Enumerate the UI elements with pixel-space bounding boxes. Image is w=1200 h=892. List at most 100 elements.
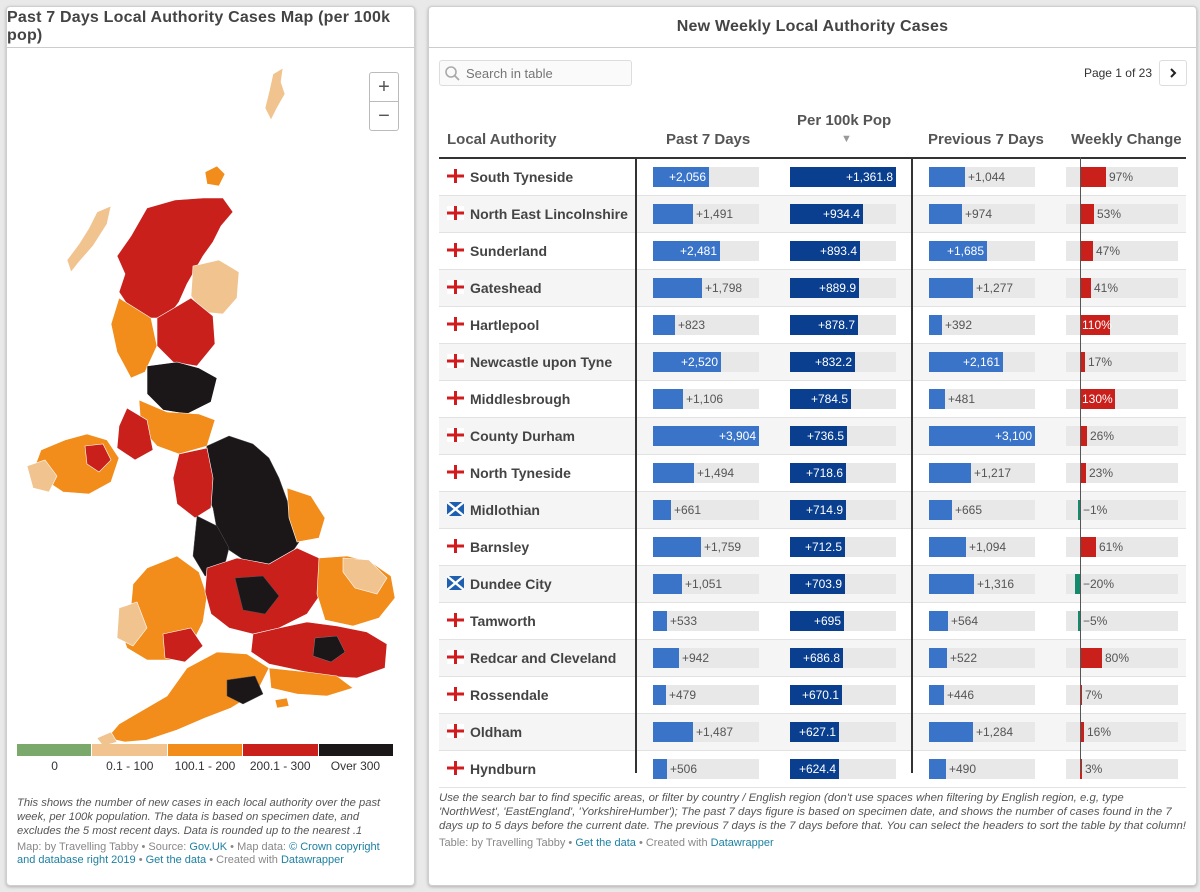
- local-authority-name: Middlesbrough: [470, 391, 571, 407]
- table-row: Middlesbrough +1,106 +784.5 +481 130%: [439, 381, 1186, 418]
- legend-swatch-3: [243, 744, 318, 756]
- next-page-button[interactable]: [1159, 60, 1187, 86]
- map-region-central-belt[interactable]: [146, 361, 218, 415]
- local-authority-name: Newcastle upon Tyne: [470, 354, 613, 370]
- per-100k: +712.5: [790, 537, 896, 557]
- map-region-east-yorkshire[interactable]: [286, 487, 326, 543]
- header-weekly-change[interactable]: Weekly Change: [1071, 131, 1182, 148]
- past-7-days-value: +3,904: [718, 429, 756, 443]
- england-flag-icon: [447, 317, 464, 331]
- local-authority-name: County Durham: [470, 428, 575, 444]
- map-region-highlands[interactable]: [116, 197, 234, 319]
- per-100k: +627.1: [790, 722, 896, 742]
- weekly-change: 61%: [1066, 537, 1178, 557]
- header-per-100k[interactable]: Per 100k Pop: [797, 112, 892, 129]
- map-region-wales-west[interactable]: [116, 601, 148, 647]
- past-7-days-value: +479: [669, 688, 697, 702]
- per-100k-value: +703.9: [804, 577, 842, 591]
- past-7-days: +3,904: [653, 426, 759, 446]
- header-past-7-days[interactable]: Past 7 Days: [666, 131, 751, 148]
- uk-cases-map[interactable]: + −: [7, 48, 414, 748]
- past-7-days-value: +533: [670, 614, 698, 628]
- per-100k: +889.9: [790, 278, 896, 298]
- weekly-change: 17%: [1066, 352, 1178, 372]
- past-7-days: +506: [653, 759, 759, 779]
- column-divider: [635, 157, 637, 773]
- map-region-midlands-mixed[interactable]: [234, 575, 280, 615]
- per-100k-bar: [790, 278, 859, 298]
- get-data-link[interactable]: Get the data: [575, 837, 636, 849]
- search-input[interactable]: [466, 65, 626, 81]
- weekly-change-track: [1066, 426, 1178, 446]
- map-region-western-isles[interactable]: [66, 205, 112, 273]
- zoom-out-button[interactable]: −: [369, 101, 399, 131]
- past-7-days-value: +2,481: [679, 244, 717, 258]
- previous-7-days-track: [929, 685, 1035, 705]
- weekly-change-value: 53%: [1097, 207, 1122, 221]
- weekly-change: −20%: [1066, 574, 1178, 594]
- map-description: This shows the number of new cases in ea…: [17, 797, 381, 837]
- weekly-change-bar: [1080, 463, 1086, 483]
- map-region-south-wales[interactable]: [162, 627, 204, 663]
- map-region-south-west[interactable]: [106, 651, 270, 743]
- header-local-authority[interactable]: Local Authority: [447, 131, 557, 148]
- past-7-days: +533: [653, 611, 759, 631]
- map-region-norfolk[interactable]: [342, 557, 388, 595]
- crown-copyright-link[interactable]: © Crown copyright and database right 201…: [17, 841, 380, 866]
- map-region-orkney[interactable]: [204, 165, 226, 187]
- weekly-change-track: [1066, 241, 1178, 261]
- local-authority-name: Barnsley: [470, 539, 530, 555]
- past-7-days-track: [653, 315, 759, 335]
- search-box[interactable]: [439, 60, 632, 86]
- past-7-days-value: +661: [674, 503, 702, 517]
- past-7-days-bar: [653, 426, 759, 446]
- table-row: Gateshead +1,798 +889.9 +1,277 41%: [439, 270, 1186, 307]
- map-region-isle-of-wight[interactable]: [274, 697, 290, 709]
- map-region-south-coast[interactable]: [268, 667, 354, 697]
- weekly-change: −5%: [1066, 611, 1178, 631]
- map-region-aberdeenshire[interactable]: [190, 259, 240, 315]
- map-region-cumbria[interactable]: [172, 447, 214, 519]
- map-region-ni-east[interactable]: [84, 443, 112, 473]
- previous-7-days-bar: [929, 685, 944, 705]
- previous-7-days-bar: [929, 278, 973, 298]
- legend-swatch-4: [318, 744, 394, 756]
- uk-map-graphic[interactable]: [7, 48, 414, 748]
- weekly-change-value: 41%: [1094, 281, 1119, 295]
- map-region-ni-west[interactable]: [26, 459, 58, 493]
- sort-desc-icon[interactable]: ▼: [841, 133, 852, 145]
- datawrapper-link[interactable]: Datawrapper: [280, 854, 344, 866]
- previous-7-days-track: [929, 759, 1035, 779]
- previous-7-days-value: +665: [955, 503, 983, 517]
- per-100k-value: +670.1: [801, 688, 839, 702]
- per-100k-value: +627.1: [798, 725, 836, 739]
- map-region-tayside[interactable]: [156, 297, 216, 367]
- zoom-in-button[interactable]: +: [369, 72, 399, 102]
- map-region-dumfries[interactable]: [116, 407, 154, 461]
- header-previous-7-days[interactable]: Previous 7 Days: [928, 131, 1044, 148]
- per-100k: +695: [790, 611, 896, 631]
- per-100k-value: +1,361.8: [845, 170, 893, 184]
- credit-text: Table: by Travelling Tabby •: [439, 837, 576, 849]
- map-region-dorset[interactable]: [226, 675, 264, 705]
- map-region-london[interactable]: [312, 635, 346, 663]
- previous-7-days: +665: [929, 500, 1035, 520]
- england-flag-icon: [447, 724, 464, 738]
- weekly-change: −1%: [1066, 500, 1178, 520]
- table-row: South Tyneside +2,056 +1,361.8 +1,044 97%: [439, 159, 1186, 196]
- previous-7-days-bar: [929, 389, 945, 409]
- source-link[interactable]: Gov.UK: [189, 841, 228, 853]
- local-authority-name: Hartlepool: [470, 317, 540, 333]
- datawrapper-link[interactable]: Datawrapper: [710, 837, 774, 849]
- table-row: Barnsley +1,759 +712.5 +1,094 61%: [439, 529, 1186, 566]
- per-100k: +736.5: [790, 426, 896, 446]
- map-region-cornwall-edge[interactable]: [96, 731, 118, 747]
- previous-7-days-value: +1,316: [977, 577, 1015, 591]
- past-7-days-track: [653, 611, 759, 631]
- map-region-shetland[interactable]: [264, 67, 286, 121]
- weekly-change: 53%: [1066, 204, 1178, 224]
- get-data-link[interactable]: Get the data: [145, 854, 207, 866]
- legend-label: 0.1 - 100: [106, 759, 154, 773]
- weekly-change-value: 16%: [1087, 725, 1112, 739]
- map-region-argyll[interactable]: [110, 297, 158, 379]
